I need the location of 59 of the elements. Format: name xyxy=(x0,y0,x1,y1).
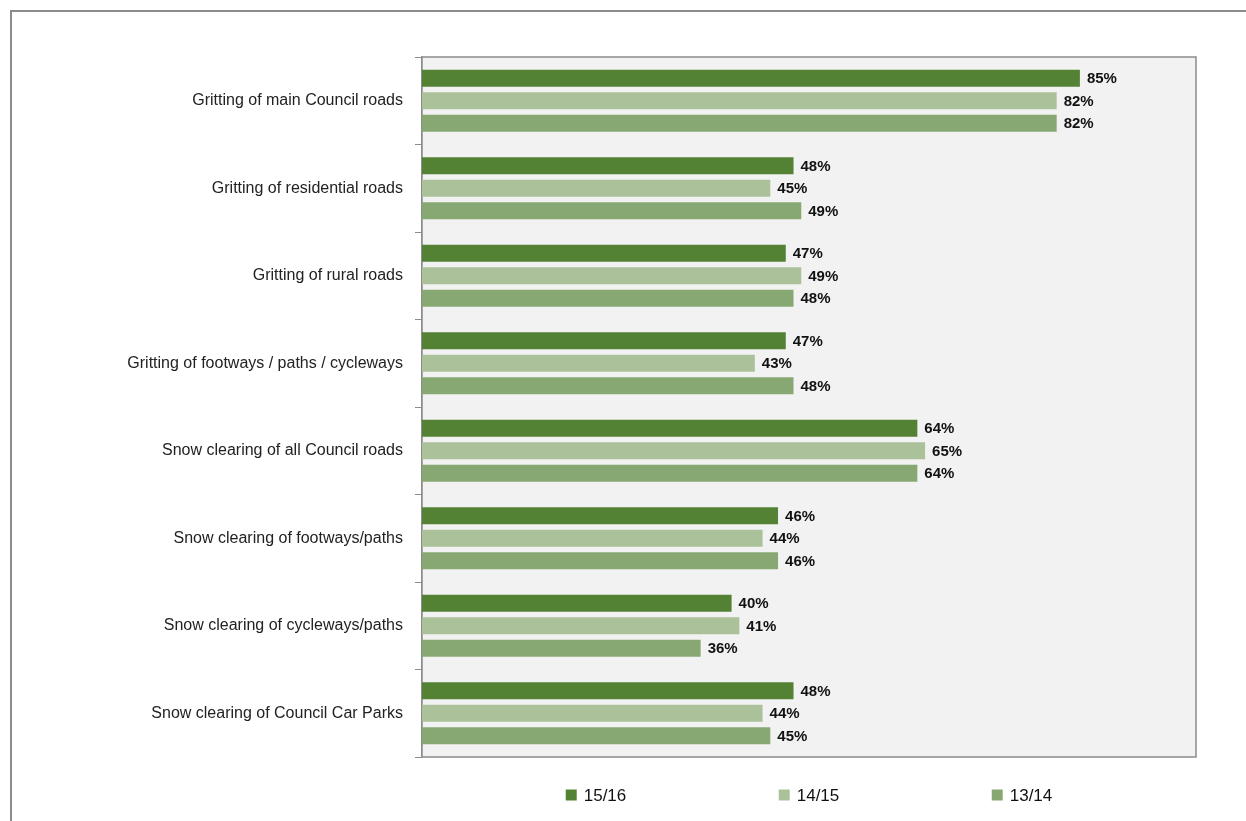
bar xyxy=(422,114,1057,132)
data-label: 47% xyxy=(792,331,823,349)
data-label: 46% xyxy=(785,551,816,569)
bar xyxy=(422,617,740,635)
legend-label: 13/14 xyxy=(1009,785,1053,805)
y-tick-label: Gritting of main Council roads xyxy=(192,91,403,109)
bar xyxy=(422,202,802,220)
data-label: 46% xyxy=(785,506,816,524)
data-label: 44% xyxy=(769,704,800,722)
legend-label: 15/16 xyxy=(583,785,627,805)
data-label: 41% xyxy=(746,616,777,634)
bar xyxy=(422,377,794,395)
data-label: 45% xyxy=(777,726,808,744)
bar xyxy=(422,682,794,700)
bar xyxy=(422,244,786,262)
bar xyxy=(422,529,763,547)
data-label: 64% xyxy=(924,464,955,482)
data-label: 43% xyxy=(761,354,792,372)
y-tick-label: Snow clearing of Council Car Parks xyxy=(151,703,403,721)
y-tick-label: Gritting of residential roads xyxy=(211,178,403,196)
bar xyxy=(422,594,732,612)
y-tick-label: Snow clearing of all Council roads xyxy=(161,441,403,459)
data-label: 48% xyxy=(800,289,831,307)
data-label: 45% xyxy=(777,179,808,197)
data-label: 40% xyxy=(738,594,769,612)
data-label: 82% xyxy=(1063,91,1094,109)
bar xyxy=(422,507,779,525)
bar xyxy=(422,442,926,460)
data-label: 36% xyxy=(707,639,738,657)
bar xyxy=(422,157,794,175)
bar xyxy=(422,639,701,657)
data-label: 49% xyxy=(808,201,839,219)
bar xyxy=(422,92,1057,110)
bar xyxy=(422,332,786,350)
data-label: 44% xyxy=(769,529,800,547)
data-label: 49% xyxy=(808,266,839,284)
data-label: 64% xyxy=(924,419,955,437)
y-tick-label: Snow clearing of cycleways/paths xyxy=(163,616,403,634)
data-label: 65% xyxy=(932,441,963,459)
bar xyxy=(422,552,779,570)
data-label: 85% xyxy=(1086,69,1117,87)
bar xyxy=(422,419,918,437)
data-label: 48% xyxy=(800,376,831,394)
bar xyxy=(422,704,763,722)
bar xyxy=(422,179,771,197)
bar xyxy=(422,289,794,307)
legend-label: 14/15 xyxy=(796,785,840,805)
y-tick-label: Gritting of footways / paths / cycleways xyxy=(127,353,403,371)
y-tick-label: Snow clearing of footways/paths xyxy=(173,528,403,546)
data-label: 48% xyxy=(800,681,831,699)
bar xyxy=(422,727,771,745)
data-label: 47% xyxy=(792,244,823,262)
bar xyxy=(422,354,755,372)
bar xyxy=(422,464,918,482)
bar xyxy=(422,69,1080,87)
data-label: 82% xyxy=(1063,114,1094,132)
data-label: 48% xyxy=(800,156,831,174)
bar xyxy=(422,267,802,285)
y-tick-label: Gritting of rural roads xyxy=(252,266,403,284)
